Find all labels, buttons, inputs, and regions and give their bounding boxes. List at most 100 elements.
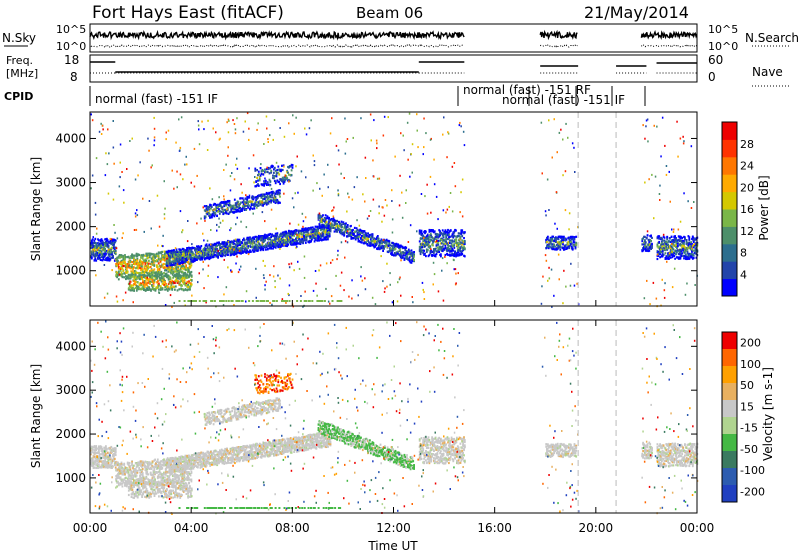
scatter-cell [342, 222, 345, 225]
scatter-cell [447, 131, 449, 134]
scatter-cell [143, 265, 146, 269]
scatter-cell [142, 279, 144, 282]
scatter-cell [422, 240, 425, 243]
scatter-cell [423, 298, 426, 300]
scatter-cell [232, 248, 235, 251]
freq-label-line1: Freq. [6, 54, 33, 67]
scatter-cell [178, 260, 181, 263]
scatter-cell [439, 239, 441, 242]
scatter-cell [413, 260, 415, 263]
scatter-cell [189, 282, 192, 285]
scatter-cell [678, 248, 681, 251]
scatter-cell [682, 249, 684, 252]
scatter-cell [684, 251, 686, 254]
scatter-cell [561, 235, 563, 238]
scatter-cell [107, 244, 110, 247]
scatter-cell [287, 171, 289, 174]
scatter-cell [367, 232, 369, 235]
scatter-cell [680, 248, 683, 251]
scatter-cell [427, 243, 430, 246]
scatter-cell [204, 244, 207, 247]
scatter-cell [136, 263, 139, 266]
scatter-cell [263, 182, 265, 185]
scatter-cell [452, 249, 455, 252]
scatter-cell [456, 247, 459, 250]
scatter-cell [455, 282, 457, 285]
scatter-cell [140, 282, 143, 285]
scatter-cell [225, 241, 227, 244]
scatter-cell [161, 264, 164, 267]
scatter-cell [562, 138, 564, 141]
scatter-cell [672, 248, 675, 251]
scatter-cell [156, 271, 159, 274]
scatter-cell [551, 239, 554, 242]
scatter-cell [169, 277, 172, 280]
scatter-cell [262, 193, 264, 196]
scatter-cell [367, 239, 369, 242]
scatter-cell [355, 230, 358, 233]
scatter-cell [463, 241, 466, 244]
scatter-cell [163, 283, 166, 286]
scatter-cell [328, 235, 331, 238]
scatter-cell [688, 236, 691, 239]
scatter-cell [248, 196, 250, 199]
scatter-cell [680, 250, 683, 253]
scatter-cell [243, 207, 246, 210]
scatter-cell [659, 199, 661, 201]
scatter-cell [331, 219, 334, 222]
scatter-cell [297, 236, 300, 239]
scatter-cell [241, 197, 244, 200]
scatter-cell [105, 152, 107, 155]
scatter-cell [135, 277, 138, 280]
scatter-cell [222, 201, 225, 204]
scatter-cell [444, 232, 447, 235]
scatter-cell [182, 252, 185, 255]
scatter-cell [448, 231, 450, 234]
nsky-label: N.Sky [2, 31, 36, 45]
noise-strip-frame [89, 23, 698, 53]
scatter-cell [547, 243, 550, 246]
scatter-cell [175, 248, 178, 251]
scatter-cell [171, 260, 173, 263]
scatter-cell [573, 238, 576, 241]
scatter-cell [688, 237, 691, 240]
scatter-cell [265, 280, 267, 283]
scatter-cell [267, 197, 270, 200]
scatter-cell [445, 231, 448, 234]
scatter-cell [313, 240, 316, 243]
scatter-cell [180, 248, 182, 251]
scatter-cell [554, 245, 556, 248]
scatter-cell [270, 244, 273, 247]
scatter-cell [411, 171, 413, 174]
scatter-cell [224, 200, 226, 203]
scatter-cell [685, 239, 688, 242]
scatter-cell [241, 201, 244, 204]
scatter-cell [170, 284, 173, 287]
scatter-cell [117, 259, 119, 262]
scatter-cell [182, 264, 185, 268]
scatter-cell [329, 230, 332, 233]
scatter-cell [285, 243, 288, 246]
scatter-cell [114, 239, 117, 242]
scatter-cell [130, 284, 133, 287]
scatter-cell [124, 258, 126, 261]
scatter-cell [648, 241, 651, 244]
scatter-cell [209, 248, 212, 251]
scatter-cell [138, 253, 141, 257]
scatter-cell [290, 243, 293, 246]
scatter-cell [407, 253, 410, 256]
scatter-cell [661, 249, 664, 252]
scatter-cell [689, 245, 692, 248]
scatter-cell [204, 248, 207, 251]
scatter-cell [281, 244, 284, 247]
scatter-cell [253, 205, 256, 208]
scatter-cell [265, 248, 267, 251]
scatter-cell [177, 267, 180, 270]
scatter-cell [456, 252, 458, 255]
scatter-cell [179, 146, 182, 149]
scatter-cell [401, 216, 404, 219]
scatter-cell [351, 297, 353, 300]
scatter-cell [277, 165, 280, 168]
scatter-cell [318, 269, 320, 272]
scatter-cell [226, 243, 228, 246]
